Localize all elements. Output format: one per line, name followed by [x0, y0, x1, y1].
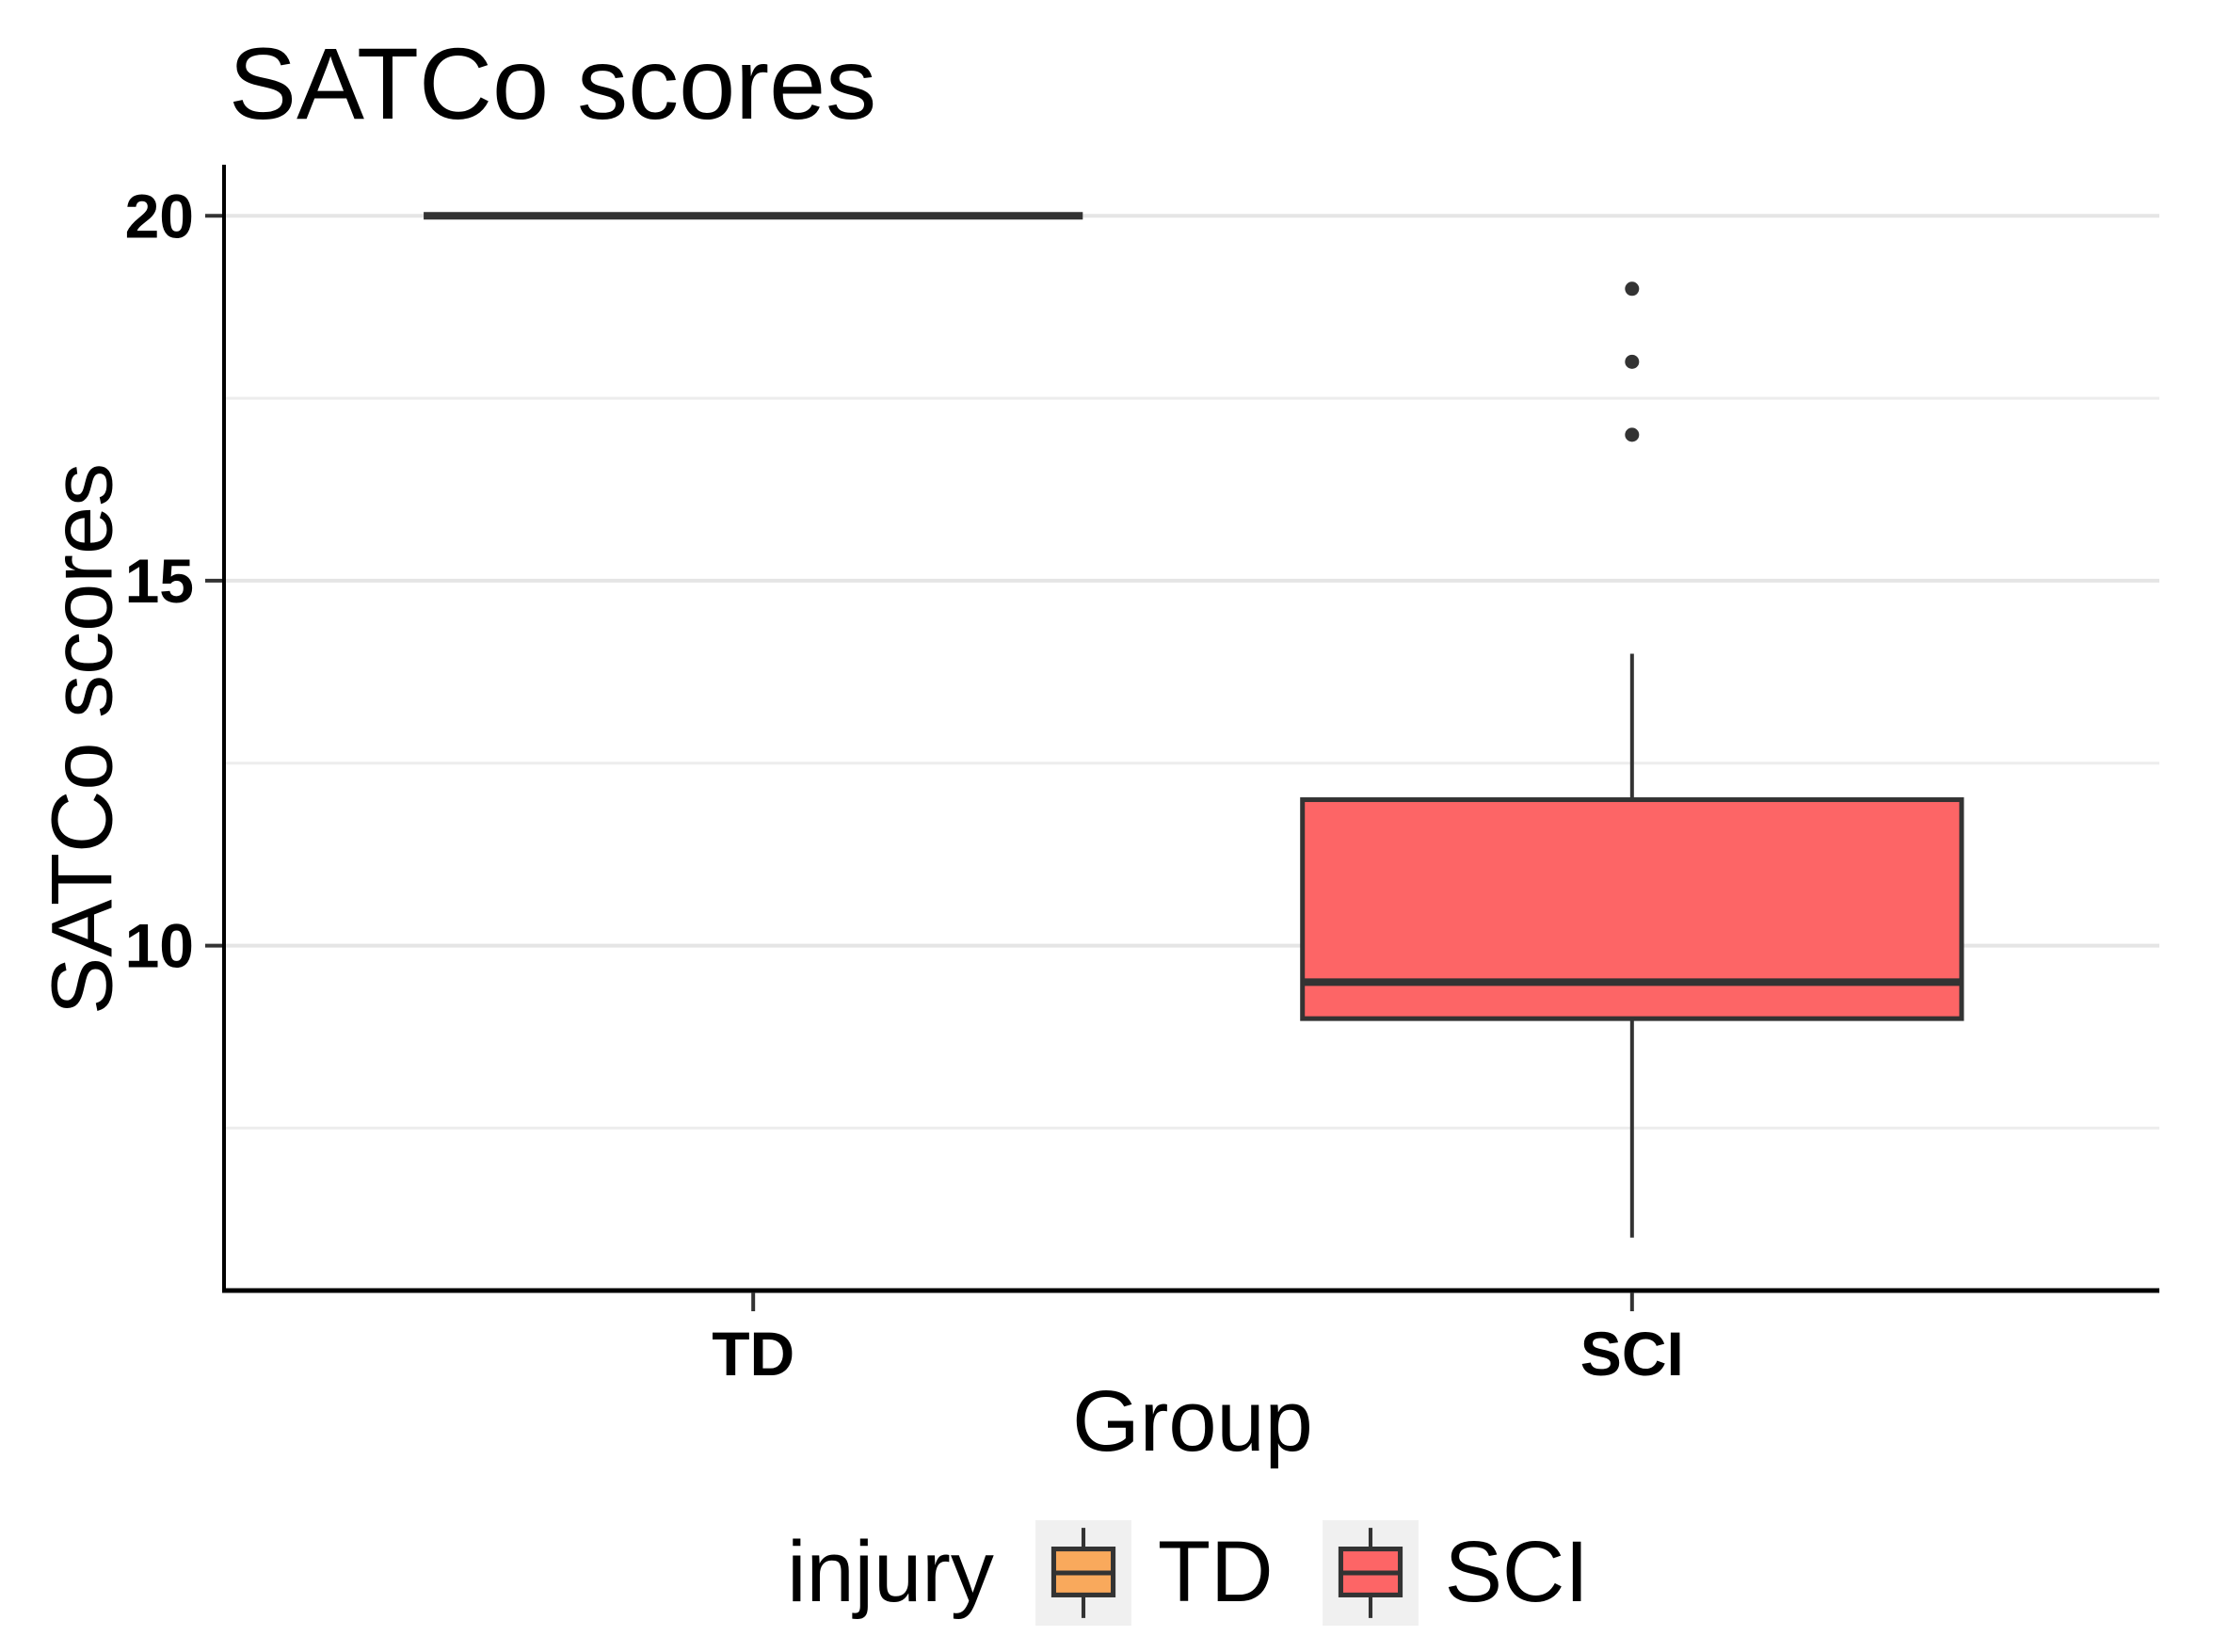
legend-entries: TD SCI: [1035, 1519, 1589, 1626]
legend: injury TD SCI: [73, 1504, 2229, 1641]
y-tick-label: 15: [125, 546, 194, 616]
legend-key-boxplot-icon: [1035, 1519, 1131, 1626]
legend-item-SCI: SCI: [1322, 1519, 1589, 1626]
chart-title: SATCo scores: [229, 26, 877, 140]
legend-key-boxplot-icon: [1322, 1519, 1419, 1626]
x-tick-label: TD: [712, 1319, 794, 1388]
legend-title: injury: [787, 1524, 994, 1620]
y-tick-label: 10: [125, 911, 194, 981]
outlier-point-SCI: [1625, 427, 1640, 442]
legend-label: TD: [1157, 1524, 1274, 1620]
x-axis-title: Group: [1072, 1373, 1313, 1469]
outlier-point-SCI: [1625, 281, 1640, 297]
legend-item-TD: TD: [1035, 1519, 1274, 1626]
legend-label: SCI: [1444, 1524, 1589, 1620]
y-tick-label: 20: [125, 181, 194, 250]
x-tick-label: SCI: [1580, 1319, 1684, 1388]
outlier-point-SCI: [1625, 354, 1640, 369]
